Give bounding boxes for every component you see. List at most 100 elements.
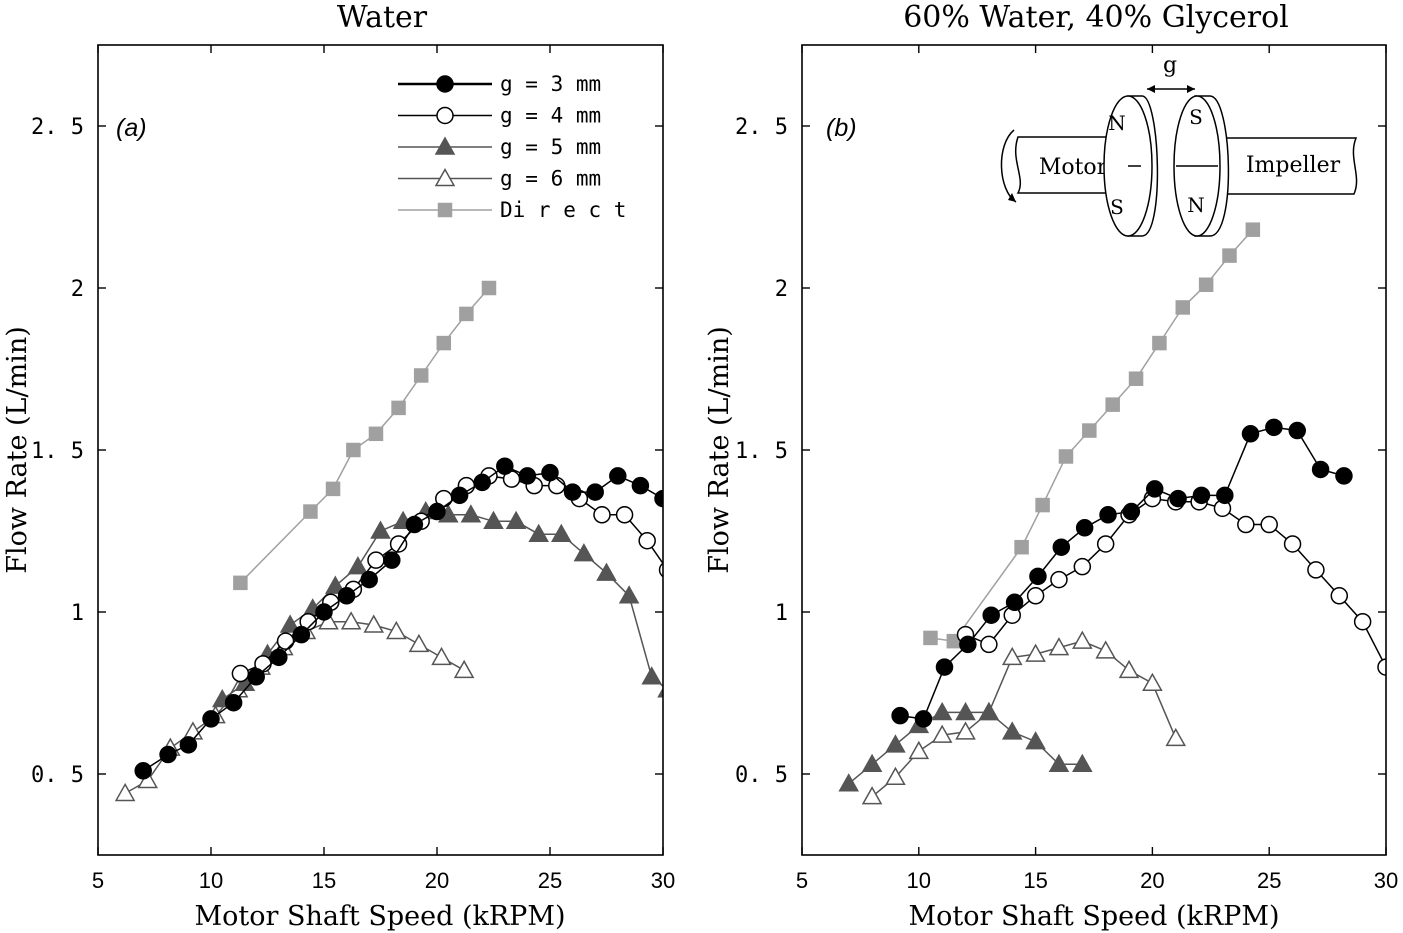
data-point <box>978 701 1000 721</box>
motor-shaft <box>1014 136 1131 194</box>
data-point <box>1175 300 1191 315</box>
data-point <box>658 562 663 578</box>
data-point <box>1001 646 1023 666</box>
data-point <box>159 745 177 764</box>
x-axis-label: Motor Shaft Speed (kRPM) <box>194 901 565 932</box>
panel-a: Water Flow Rate (L/min) Motor Shaft Spee… <box>2 0 675 932</box>
series-group <box>114 280 663 802</box>
y-tick-label: 2 <box>71 277 84 302</box>
data-point <box>431 646 452 666</box>
data-point <box>1260 515 1278 534</box>
data-point <box>1005 593 1024 612</box>
legend-label: g = 5 mm <box>500 135 601 159</box>
data-point <box>1095 640 1116 659</box>
y-tick-label: 2. 5 <box>735 115 788 140</box>
x-tick-label: 15 <box>1023 868 1047 893</box>
data-point <box>413 368 429 383</box>
data-point <box>615 506 634 524</box>
series-line <box>221 510 663 701</box>
series-line <box>965 497 1386 668</box>
data-point <box>292 625 311 644</box>
y-tick-label: 1 <box>71 601 84 626</box>
data-point <box>1122 502 1141 521</box>
data-point <box>1072 630 1093 649</box>
data-point <box>179 736 198 754</box>
data-point <box>528 523 549 542</box>
data-point <box>1128 371 1144 386</box>
data-point <box>450 486 469 505</box>
data-point <box>885 766 906 785</box>
data-point <box>247 668 265 686</box>
gap-arrowhead-left <box>1147 85 1155 93</box>
y-axis-label: Flow Rate (L/min) <box>704 326 735 574</box>
data-point <box>453 659 475 679</box>
data-point <box>360 570 378 589</box>
legend: g = 3 mm g = 4 mm g = 5 mm g = 6 mm Di r e c… <box>398 72 626 222</box>
data-point <box>114 782 136 802</box>
rotation-arrow <box>1000 129 1017 203</box>
series-line <box>239 287 490 584</box>
impeller-label: Impeller <box>1246 153 1341 178</box>
data-point <box>1072 753 1093 773</box>
y-tick-label: 0. 5 <box>31 763 84 788</box>
data-point <box>1096 535 1115 553</box>
panel-b: 60% Water, 40% Glycerol Flow Rate (L/min… <box>704 0 1398 932</box>
chart-title: 60% Water, 40% Glycerol <box>903 0 1289 35</box>
data-point <box>518 467 537 485</box>
data-point <box>980 635 998 654</box>
data-point <box>631 476 650 495</box>
y-tick-label: 2. 5 <box>31 115 84 140</box>
gap-label: g <box>1163 53 1177 78</box>
series-g-3-mm <box>134 457 663 780</box>
data-point <box>370 520 391 539</box>
data-point <box>1073 557 1092 576</box>
data-point <box>1165 727 1187 747</box>
data-point <box>505 510 527 530</box>
data-point <box>885 734 906 753</box>
data-point <box>1198 277 1214 293</box>
data-point <box>838 773 860 792</box>
data-point <box>436 335 452 351</box>
series-g-3-mm <box>891 418 1353 728</box>
legend-marker <box>437 202 453 218</box>
data-point <box>1082 423 1097 438</box>
data-point <box>563 483 582 501</box>
data-point <box>473 473 491 492</box>
legend-marker <box>436 106 454 125</box>
data-point <box>231 664 250 683</box>
inset-diagram: g Motor N S Impeller S N <box>1000 53 1358 237</box>
data-point <box>1026 587 1045 605</box>
data-point <box>428 502 446 521</box>
data-point <box>1307 561 1325 579</box>
data-point <box>861 753 883 773</box>
series-group <box>838 222 1386 805</box>
data-point <box>340 611 362 630</box>
data-point <box>1029 567 1047 586</box>
data-point <box>1035 497 1050 513</box>
data-point <box>931 724 953 743</box>
data-point <box>1265 418 1283 437</box>
data-point <box>270 648 288 667</box>
x-tick-label: 30 <box>651 868 675 893</box>
data-point <box>337 587 356 605</box>
data-point <box>481 280 497 296</box>
data-point <box>1025 643 1046 662</box>
x-tick-label: 25 <box>538 868 562 893</box>
y-tick-label: 2 <box>775 277 788 302</box>
x-axis-label: Motor Shaft Speed (kRPM) <box>908 901 1279 932</box>
data-point <box>1288 421 1306 440</box>
legend-label: g = 4 mm <box>500 104 601 128</box>
legend-marker <box>436 75 454 93</box>
data-point <box>609 467 627 485</box>
chart-title: Water <box>337 0 428 35</box>
legend-marker <box>434 167 456 187</box>
panel-label: (b) <box>826 114 857 142</box>
series-direct <box>233 280 497 591</box>
data-point <box>541 463 559 482</box>
right-disk-pole-n: N <box>1187 193 1205 217</box>
data-point <box>1118 659 1140 679</box>
x-tick-label: 20 <box>1140 868 1164 893</box>
data-point <box>224 693 243 712</box>
data-point <box>347 556 369 575</box>
